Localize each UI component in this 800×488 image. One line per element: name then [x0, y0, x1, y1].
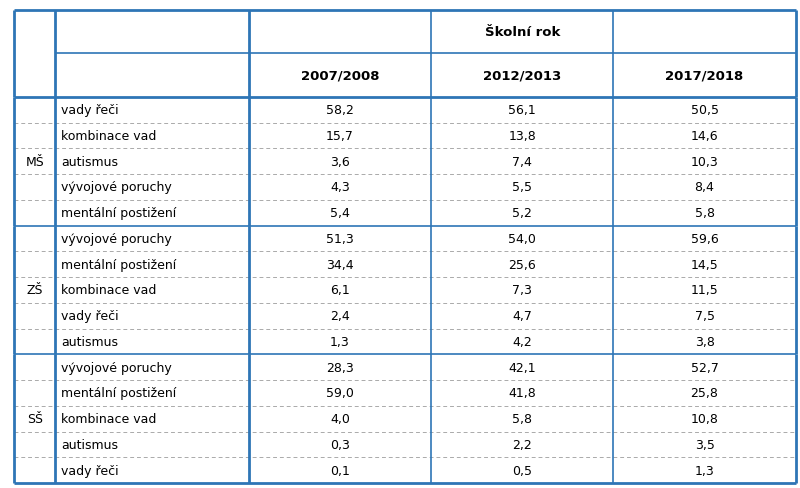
- Text: vady řeči: vady řeči: [62, 104, 119, 117]
- Text: vady řeči: vady řeči: [62, 309, 119, 323]
- Text: 34,4: 34,4: [326, 258, 354, 271]
- Text: 58,2: 58,2: [326, 104, 354, 117]
- Text: 56,1: 56,1: [508, 104, 536, 117]
- Text: 59,6: 59,6: [690, 232, 718, 245]
- Text: 0,5: 0,5: [512, 464, 532, 477]
- Text: 0,3: 0,3: [330, 438, 350, 451]
- Text: 13,8: 13,8: [508, 130, 536, 142]
- Text: 4,0: 4,0: [330, 412, 350, 426]
- Text: 6,1: 6,1: [330, 284, 350, 297]
- Text: 2007/2008: 2007/2008: [301, 69, 379, 82]
- Text: 4,2: 4,2: [512, 335, 532, 348]
- Text: vývojové poruchy: vývojové poruchy: [62, 181, 172, 194]
- Text: 10,3: 10,3: [690, 155, 718, 168]
- Text: SŠ: SŠ: [26, 412, 42, 426]
- Text: 52,7: 52,7: [690, 361, 718, 374]
- Text: 50,5: 50,5: [690, 104, 718, 117]
- Text: kombinace vad: kombinace vad: [62, 284, 157, 297]
- Text: ZŠ: ZŠ: [26, 284, 43, 297]
- Text: 10,8: 10,8: [690, 412, 718, 426]
- Text: 7,4: 7,4: [512, 155, 532, 168]
- Text: 5,4: 5,4: [330, 207, 350, 220]
- Text: 14,5: 14,5: [690, 258, 718, 271]
- Text: 5,2: 5,2: [512, 207, 532, 220]
- Text: 7,3: 7,3: [512, 284, 532, 297]
- Text: 1,3: 1,3: [330, 335, 350, 348]
- Text: 15,7: 15,7: [326, 130, 354, 142]
- Text: 2,4: 2,4: [330, 309, 350, 323]
- Text: 14,6: 14,6: [690, 130, 718, 142]
- Text: 1,3: 1,3: [694, 464, 714, 477]
- Text: 54,0: 54,0: [508, 232, 536, 245]
- Text: 0,1: 0,1: [330, 464, 350, 477]
- Text: 5,8: 5,8: [694, 207, 714, 220]
- Text: mentální postižení: mentální postižení: [62, 386, 177, 400]
- Text: 2012/2013: 2012/2013: [483, 69, 561, 82]
- Text: 3,8: 3,8: [694, 335, 714, 348]
- Text: 2017/2018: 2017/2018: [666, 69, 744, 82]
- Text: 28,3: 28,3: [326, 361, 354, 374]
- Text: 51,3: 51,3: [326, 232, 354, 245]
- Text: mentální postižení: mentální postižení: [62, 258, 177, 271]
- Text: 11,5: 11,5: [690, 284, 718, 297]
- Text: kombinace vad: kombinace vad: [62, 130, 157, 142]
- Text: 25,8: 25,8: [690, 386, 718, 400]
- Text: mentální postižení: mentální postižení: [62, 207, 177, 220]
- Text: 41,8: 41,8: [508, 386, 536, 400]
- Text: 5,8: 5,8: [512, 412, 532, 426]
- Text: 7,5: 7,5: [694, 309, 714, 323]
- Text: autismus: autismus: [62, 335, 118, 348]
- Text: vývojové poruchy: vývojové poruchy: [62, 361, 172, 374]
- Text: 3,5: 3,5: [694, 438, 714, 451]
- Text: 25,6: 25,6: [508, 258, 536, 271]
- Text: 4,3: 4,3: [330, 181, 350, 194]
- Text: 5,5: 5,5: [512, 181, 532, 194]
- Text: 3,6: 3,6: [330, 155, 350, 168]
- Text: autismus: autismus: [62, 155, 118, 168]
- Text: kombinace vad: kombinace vad: [62, 412, 157, 426]
- Text: 59,0: 59,0: [326, 386, 354, 400]
- Text: MŠ: MŠ: [26, 155, 44, 168]
- Text: autismus: autismus: [62, 438, 118, 451]
- Text: vady řeči: vady řeči: [62, 464, 119, 477]
- Text: 42,1: 42,1: [508, 361, 536, 374]
- Text: vývojové poruchy: vývojové poruchy: [62, 232, 172, 245]
- Text: Školní rok: Školní rok: [485, 26, 560, 39]
- Text: 4,7: 4,7: [512, 309, 532, 323]
- Text: 8,4: 8,4: [694, 181, 714, 194]
- Text: 2,2: 2,2: [512, 438, 532, 451]
